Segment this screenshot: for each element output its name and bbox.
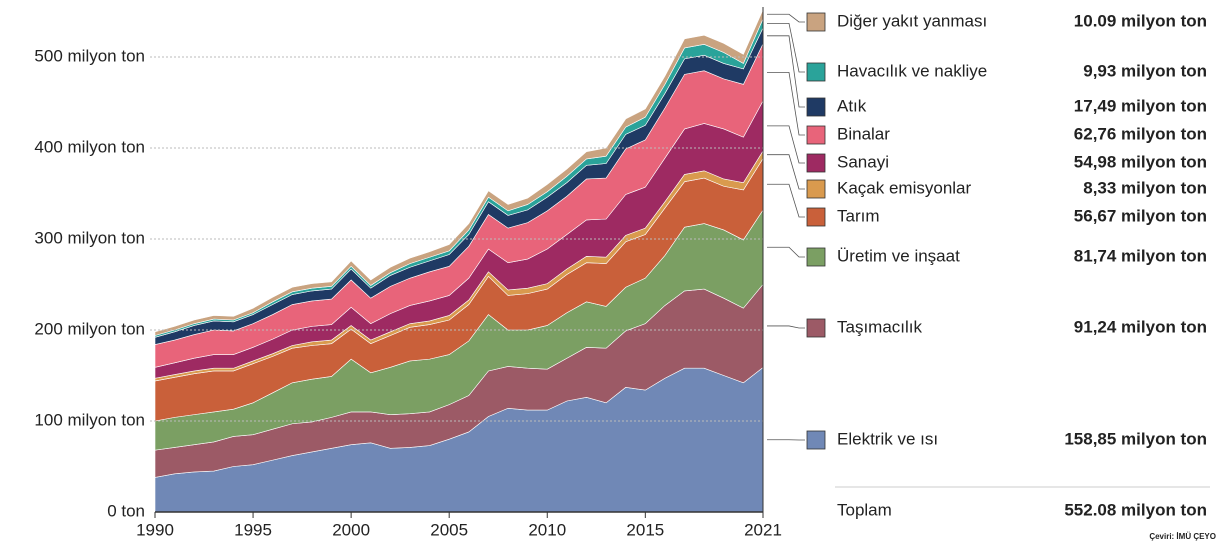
y-tick-label: 100 milyon ton [34, 410, 145, 429]
legend-swatch [806, 153, 826, 173]
legend-value: 54,98 milyon ton [1074, 152, 1207, 171]
total-value: 552.08 milyon ton [1064, 500, 1207, 519]
x-tick-label: 1995 [234, 520, 272, 539]
legend-connector [767, 35, 805, 108]
y-tick-label: 200 milyon ton [34, 320, 145, 339]
x-tick-label: 2015 [626, 520, 664, 539]
legend-value: 17,49 milyon ton [1074, 96, 1207, 115]
legend-label: Atık [837, 96, 867, 115]
legend-label: Diğer yakıt yanması [837, 11, 987, 30]
legend-swatch [806, 97, 826, 117]
credit: Çeviri: İMÜ ÇEYO [1149, 532, 1216, 541]
legend-label: Tarım [837, 206, 880, 225]
legend-value: 81,74 milyon ton [1074, 246, 1207, 265]
legend-value: 9,93 milyon ton [1083, 61, 1207, 80]
legend-value: 91,24 milyon ton [1074, 317, 1207, 336]
legend-label: Üretim ve inşaat [837, 246, 960, 265]
x-tick-label: 2010 [528, 520, 566, 539]
legend-swatch [806, 207, 826, 227]
legend-connector [767, 246, 805, 258]
legend-label: Binalar [837, 124, 890, 143]
legend-connector [767, 154, 805, 190]
legend-swatch [806, 247, 826, 267]
legend-label: Taşımacılık [837, 317, 923, 336]
x-tick-label: 1990 [136, 520, 174, 539]
legend-value: 8,33 milyon ton [1083, 178, 1207, 197]
x-tick-label: 2000 [332, 520, 370, 539]
legend-swatch [806, 12, 826, 32]
legend-connector [767, 71, 805, 136]
x-tick-label: 2005 [430, 520, 468, 539]
legend-connector [767, 13, 805, 23]
y-tick-label: 0 ton [107, 501, 145, 520]
legend-connector [767, 325, 805, 329]
legend-value: 56,67 milyon ton [1074, 206, 1207, 225]
legend-connector [767, 125, 805, 164]
legend-label: Sanayi [837, 152, 889, 171]
legend-label: Elektrik ve ısı [837, 429, 938, 448]
legend-swatch [806, 179, 826, 199]
legend-value: 62,76 milyon ton [1074, 124, 1207, 143]
legend-value: 10.09 milyon ton [1074, 11, 1207, 30]
x-tick-label: 2021 [744, 520, 782, 539]
y-tick-label: 300 milyon ton [34, 229, 145, 248]
legend-swatch [806, 62, 826, 82]
legend-swatch [806, 125, 826, 145]
y-tick-label: 500 milyon ton [34, 47, 145, 66]
y-tick-label: 400 milyon ton [34, 138, 145, 157]
legend-connector [767, 22, 805, 73]
legend-swatch [806, 430, 826, 450]
total-label: Toplam [837, 500, 892, 519]
legend-connector [767, 183, 805, 218]
legend-label: Havacılık ve nakliye [837, 61, 987, 80]
legend-value: 158,85 milyon ton [1064, 429, 1207, 448]
legend-swatch [806, 318, 826, 338]
areas [154, 9, 764, 513]
legend-label: Kaçak emisyonlar [837, 178, 972, 197]
